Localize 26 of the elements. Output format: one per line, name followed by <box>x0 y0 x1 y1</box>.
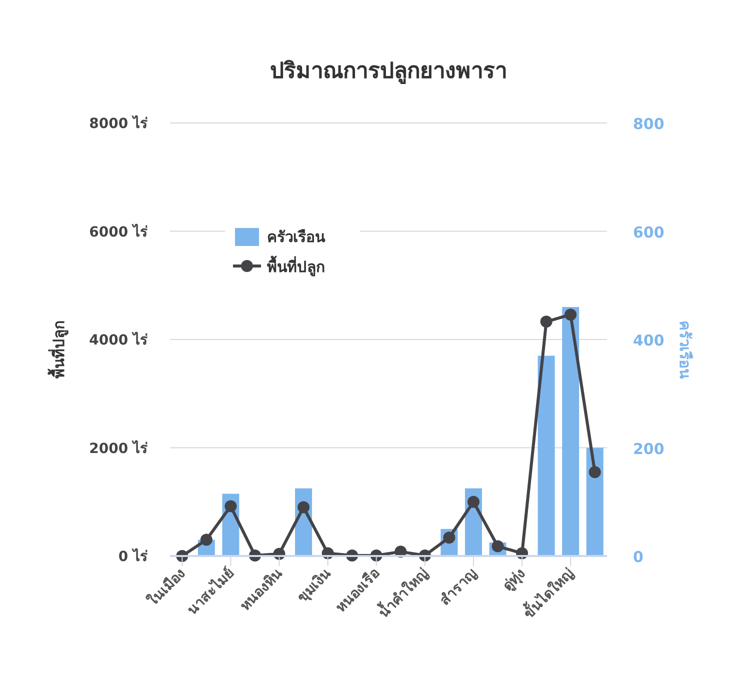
point <box>588 466 601 478</box>
y-tick-label: 8000 ไร่ <box>89 114 148 132</box>
y2-tick-label: 400 <box>633 332 664 350</box>
y-axis-title: พื้นที่ปลูก <box>47 320 69 378</box>
y2-tick-label: 600 <box>633 223 664 242</box>
bar <box>538 356 555 556</box>
bar <box>562 307 580 556</box>
y2-tick-label: 800 <box>633 115 664 133</box>
point <box>564 308 577 321</box>
y-tick-label: 4000 ไร่ <box>89 330 148 348</box>
y-tick-label: 6000 ไร่ <box>89 222 148 240</box>
legend-label: พื้นที่ปลูก <box>267 255 325 277</box>
point <box>298 501 310 514</box>
y2-axis-title: ครัวเรือน <box>676 320 694 380</box>
bar <box>586 448 604 556</box>
x-tick-label: ดู่ทุ่ง <box>500 566 529 595</box>
point <box>224 500 237 512</box>
chart-title: ปริมาณการปลูกยางพารา <box>270 59 507 85</box>
y2-tick-label: 200 <box>633 440 664 458</box>
y-tick-label: 0 ไร่ <box>118 547 148 565</box>
y2-tick-label: 0 <box>633 548 644 566</box>
legend-label: ครัวเรือน <box>267 228 326 246</box>
point <box>467 496 480 508</box>
y-tick-label: 2000 ไร่ <box>89 438 148 457</box>
point <box>200 534 212 546</box>
point <box>540 316 552 328</box>
